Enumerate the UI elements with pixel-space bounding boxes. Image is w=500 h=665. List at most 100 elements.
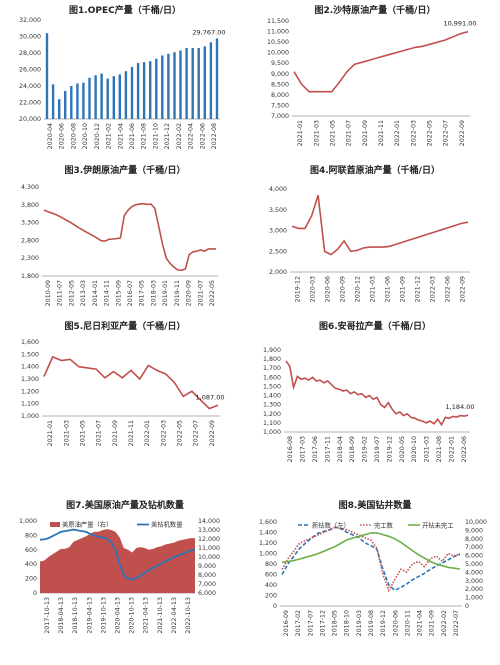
y-right-tick-label: 10,000 (198, 554, 220, 561)
x-tick-label: 2019-07 (374, 436, 381, 462)
chart-uae-production: 图4.阿联酋原油产量（千桶/日） 2,000 2,500 3,000 3,500 4,00… (250, 162, 500, 322)
y-tick-label: 26,000 (19, 67, 41, 74)
chart-opec-production: 图1.OPEC产量（千桶/日） 20,000 22,000 24,000 26,000 2… (0, 0, 250, 160)
x-tick-label: 2022-06 (461, 436, 468, 462)
x-tick-label: 2022-09 (460, 276, 467, 302)
y-tick-label: 1,000 (19, 518, 37, 525)
y-tick-label: 1,600 (263, 374, 281, 381)
x-tick-label: 2021-10-13 (157, 597, 164, 634)
y-tick-label: 800 (265, 561, 277, 568)
drill-svg: 图8.美国钻井数量 0 200 400 600 800 1,000 1,200 1,400 1,6… (259, 499, 487, 636)
x-tick-label: 2020-09 (340, 276, 347, 302)
y-tick-label: 24,000 (19, 83, 41, 90)
x-tick-label: 2020-08 (70, 123, 77, 149)
chart-title: 图2.沙特原油产量（千桶/日） (315, 4, 436, 16)
x-tick-label: 2021-08 (436, 436, 443, 462)
y-right-tick-label: 9,000 (465, 527, 483, 534)
bar (197, 48, 200, 119)
legend-swatch (50, 522, 60, 527)
x-tick-label: 2022-08 (211, 123, 218, 149)
series-line (281, 526, 461, 593)
uae-svg: 图4.阿联酋原油产量（千桶/日） 2,000 2,500 3,000 3,500 4,00… (269, 164, 470, 302)
x-tick-label: 2019-02 (362, 436, 369, 462)
x-tick-label: 2021-09 (112, 420, 119, 446)
x-tick-label: 2019-03 (356, 610, 363, 636)
legend-label: 美原油产量（右） (62, 520, 112, 529)
bar (167, 53, 170, 119)
x-tick-label: 2021-07 (346, 120, 353, 146)
y-tick-label: 4,000 (269, 186, 287, 193)
y-tick-label: 3,000 (269, 228, 287, 235)
x-tick-label: 2017-07 (307, 610, 314, 636)
y-tick-label: 200 (265, 593, 277, 600)
y-tick-label: 8,000 (271, 92, 289, 99)
x-tick-label: 2016-09 (283, 610, 290, 636)
y-right-tick-label: 3,000 (465, 578, 483, 585)
x-tick-label: 2015-09 (115, 280, 122, 306)
x-tick-label: 2017-12 (319, 610, 326, 636)
y-right-tick-label: 14,000 (198, 518, 220, 525)
x-tick-label: 2022-02 (441, 610, 448, 636)
chart-us-drilling: 图8.美国钻井数量 0 200 400 600 800 1,000 1,200 1,400 1,6… (250, 495, 500, 665)
y-tick-label: 1,100 (263, 420, 281, 427)
x-tick-label: 2022-07 (453, 610, 460, 636)
bar (76, 83, 79, 119)
x-tick-label: 2019-11 (174, 280, 181, 306)
x-tick-label: 2020-09 (186, 280, 193, 306)
x-tick-label: 2020-04 (47, 123, 54, 149)
y-tick-label: 1,200 (21, 388, 39, 395)
y-tick-label: 1,500 (263, 383, 281, 390)
y-tick-label: 3,800 (21, 202, 39, 209)
series-line (281, 526, 461, 592)
y-right-tick-label: 2,000 (465, 586, 483, 593)
y-tick-label: 22,000 (19, 100, 41, 107)
saudi-svg: 图2.沙特原油产量（千桶/日） 7,000 7,500 8,000 8,500 9,000… (267, 4, 477, 146)
x-tick-label: 2013-03 (80, 280, 87, 306)
y-right-tick-label: 7,000 (198, 581, 216, 588)
x-tick-label: 2016-08 (287, 436, 294, 462)
x-tick-label: 2022-02 (176, 123, 183, 149)
x-tick-label: 2022-10-13 (185, 597, 192, 634)
bar (149, 61, 152, 119)
x-tick-label: 2014-01 (92, 280, 99, 306)
y-tick-label: 1,200 (263, 411, 281, 418)
y-tick-label: 1,800 (263, 356, 281, 363)
legend-label: 开钻未完工 (422, 521, 453, 530)
x-tick-label: 2022-05 (209, 280, 216, 306)
bar (161, 55, 164, 119)
chart-saudi-production: 图2.沙特原油产量（千桶/日） 7,000 7,500 8,000 8,500 9,000… (250, 0, 500, 160)
x-tick-label: 2021-03 (63, 420, 70, 446)
x-tick-label: 2022-03 (160, 420, 167, 446)
x-tick-label: 2019-12 (380, 610, 387, 636)
angola-svg: 图6.安哥拉产量（千桶/日） 1,000 1,100 1,200 1,300 1,400 1… (263, 320, 475, 462)
bar (136, 62, 140, 119)
y-tick-label: 600 (25, 547, 37, 554)
nigeria-svg: 图5.尼日利亚产量（千桶/日） 1,000 1,100 1,200 1,300 1,400… (21, 320, 225, 446)
data-label: 29,767.00 (192, 28, 225, 36)
bar (58, 99, 61, 119)
x-tick-label: 2022-03 (430, 276, 437, 302)
data-label: 1,184.00 (446, 403, 475, 411)
x-tick-label: 2017-03 (300, 436, 307, 462)
y-tick-label: 10,500 (267, 39, 289, 46)
y-tick-label: 3,300 (21, 220, 39, 227)
y-tick-label: 1,500 (21, 351, 39, 358)
series-line (43, 202, 216, 272)
y-tick-label: 28,000 (19, 50, 41, 57)
y-tick-label: 0 (33, 590, 37, 597)
chart-title: 图4.阿联酋原油产量（千桶/日） (310, 164, 440, 176)
bar (112, 76, 115, 119)
x-tick-label: 2020-06 (325, 276, 332, 302)
opec-svg: 图1.OPEC产量（千桶/日） 20,000 22,000 24,000 26,000 2… (19, 4, 226, 149)
y-tick-label: 11,500 (267, 18, 289, 25)
y-tick-label: 30,000 (19, 34, 41, 41)
bar (130, 67, 134, 119)
x-tick-label: 2017-06 (312, 436, 319, 462)
y-tick-label: 400 (25, 561, 37, 568)
x-tick-label: 2021-09 (400, 276, 407, 302)
x-tick-label: 2021-09 (362, 120, 369, 146)
x-tick-label: 2022-05 (427, 120, 434, 146)
x-tick-label: 2019-08 (368, 610, 375, 636)
y-tick-label: 2,000 (269, 269, 287, 276)
x-tick-label: 2020-04-13 (115, 597, 122, 634)
